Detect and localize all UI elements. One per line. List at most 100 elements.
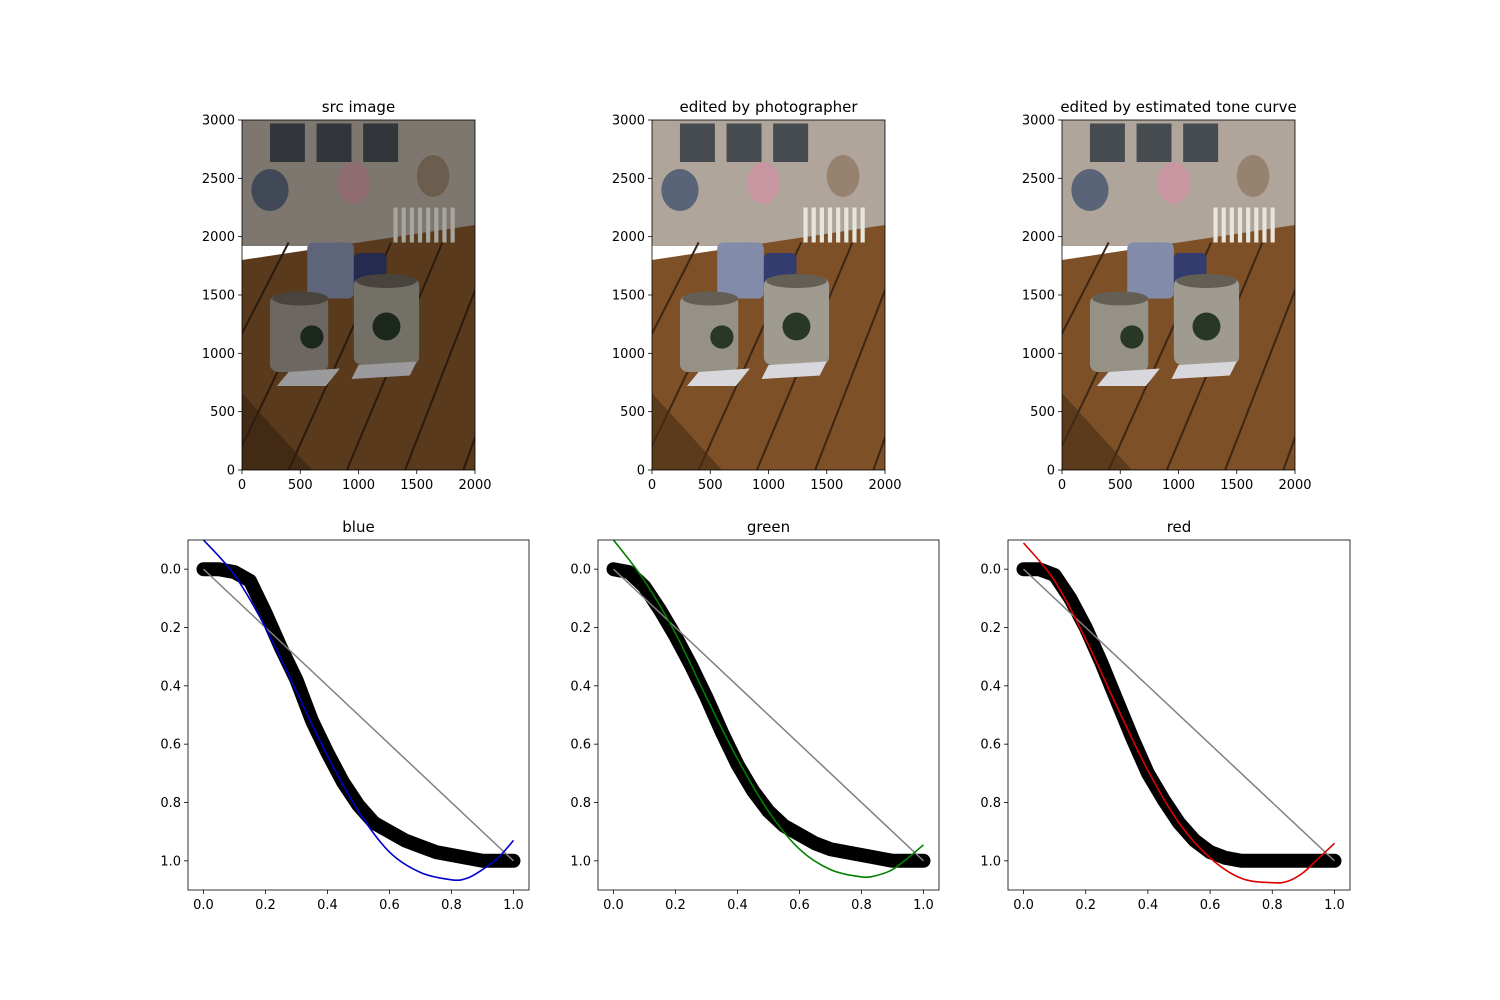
photo-cushion-stripe [827,207,833,243]
x-tick-label: 500 [288,478,313,493]
scatter-point [778,820,790,832]
x-tick-label: 500 [1108,478,1133,493]
y-tick-label: 0.8 [570,796,591,811]
subplot-2: 0 500 1000 1500 2000 0 500 1000 1500 2000 2500 3000… [612,98,902,493]
panel-title: edited by photographer [679,98,858,116]
y-tick-label: 0 [637,464,645,479]
x-tick-label: 0 [648,478,656,493]
photo-cushion-stripe [401,207,406,243]
photo-stein-top [1092,291,1149,306]
panel-title: edited by estimated tone curve [1060,98,1296,116]
y-tick-label: 0.4 [570,679,591,694]
y-tick-label: 1000 [612,347,645,362]
photo-cushion-stripe [860,207,865,243]
photo-coaster [276,368,340,386]
photo-stein-top [272,291,329,306]
photo-cushion-stripe [434,207,439,243]
photo [1062,120,1295,470]
y-tick-label: 0.6 [570,738,591,753]
x-tick-label: 0.6 [789,898,810,913]
photo-window [1136,123,1172,162]
x-tick-label: 0.8 [441,898,462,913]
photo-person [1236,155,1270,197]
photo-plank-gap [242,242,290,336]
scatter-point [809,837,821,849]
scatter-point [887,855,898,867]
photo-coaster [351,361,417,379]
scatter-point [1282,855,1294,867]
x-tick-label: 0.8 [851,898,872,913]
photo-window [773,123,809,162]
scatter-point [825,843,836,855]
photo-window [726,123,762,162]
scatter-point [871,852,883,864]
y-tick-label: 3000 [612,114,645,129]
x-tick-label: 0.4 [317,898,338,913]
y-tick-label: 2500 [202,172,235,187]
fit-curve [202,540,515,882]
axes-frame [187,539,530,891]
x-tick-label: 1500 [1220,478,1253,493]
photo-stein-logo [372,312,401,341]
x-tick-label: 2000 [1278,478,1311,493]
x-tick-label: 1.0 [913,898,934,913]
photo-window [269,123,305,162]
scatter-point [1313,855,1325,867]
photo-shadow [242,393,312,470]
y-tick-label: 1.0 [160,854,181,869]
y-tick-label: 2000 [612,230,645,245]
x-tick-label: 0.2 [1075,898,1096,913]
scatter-point [229,566,240,578]
panel-title: red [1167,518,1192,536]
y-tick-label: 0.0 [570,563,591,578]
y-tick-label: 2000 [202,230,235,245]
scatter-point [1064,592,1076,604]
x-tick-label: 1.0 [1324,898,1345,913]
x-tick-label: 1500 [810,478,843,493]
y-tick-label: 0.8 [160,796,181,811]
x-tick-label: 500 [698,478,723,493]
y-tick-label: 500 [210,405,235,420]
photo-mug [717,242,764,299]
y-tick-label: 0 [1047,464,1055,479]
fit-curve [1022,542,1336,884]
scatter-point [1220,852,1232,864]
subplot-5: 0.0 0.2 0.4 0.6 0.8 1.0 0.0 0.2 0.4 0.6 0.8 1.0 gree… [570,518,940,913]
photo-person [251,169,289,211]
photo-person [661,169,699,211]
scatter-point [1266,855,1278,867]
x-tick-label: 0 [238,478,246,493]
photo-person [747,162,781,204]
photo-stein-logo [1120,325,1144,349]
x-tick-label: 1.0 [503,898,524,913]
scatter-point [477,855,488,867]
photo-stein [269,295,329,372]
subplot-4: 0.0 0.2 0.4 0.6 0.8 1.0 0.0 0.2 0.4 0.6 0.8 1.0 blue [160,518,530,913]
y-tick-label: 0.8 [980,796,1001,811]
scatter-point [399,834,411,846]
scatter-point [291,674,302,686]
y-tick-label: 1000 [202,347,235,362]
scatter-point [623,566,635,578]
scatter-point [1189,834,1201,846]
photo-cushion-stripe [393,207,398,243]
y-tick-label: 3000 [202,114,235,129]
x-tick-label: 2000 [458,478,491,493]
photo-cushion-stripe [450,207,455,243]
y-tick-label: 3000 [1022,114,1055,129]
photo-cushion-stripe [426,207,431,243]
scatter-point [492,855,504,867]
plot-area [606,540,931,879]
y-tick-label: 2500 [1022,172,1055,187]
photo-cushion-stripe [803,207,808,243]
scatter-point [1251,855,1263,867]
scatter-point [794,829,805,841]
photo-coaster [1096,368,1160,386]
photo-mug [1127,242,1174,299]
x-tick-label: 1000 [752,478,785,493]
y-tick-label: 0.4 [160,679,181,694]
y-tick-label: 0 [227,464,235,479]
photo-person [1071,169,1109,211]
scatter-point [654,604,666,616]
y-tick-label: 500 [1030,405,1055,420]
